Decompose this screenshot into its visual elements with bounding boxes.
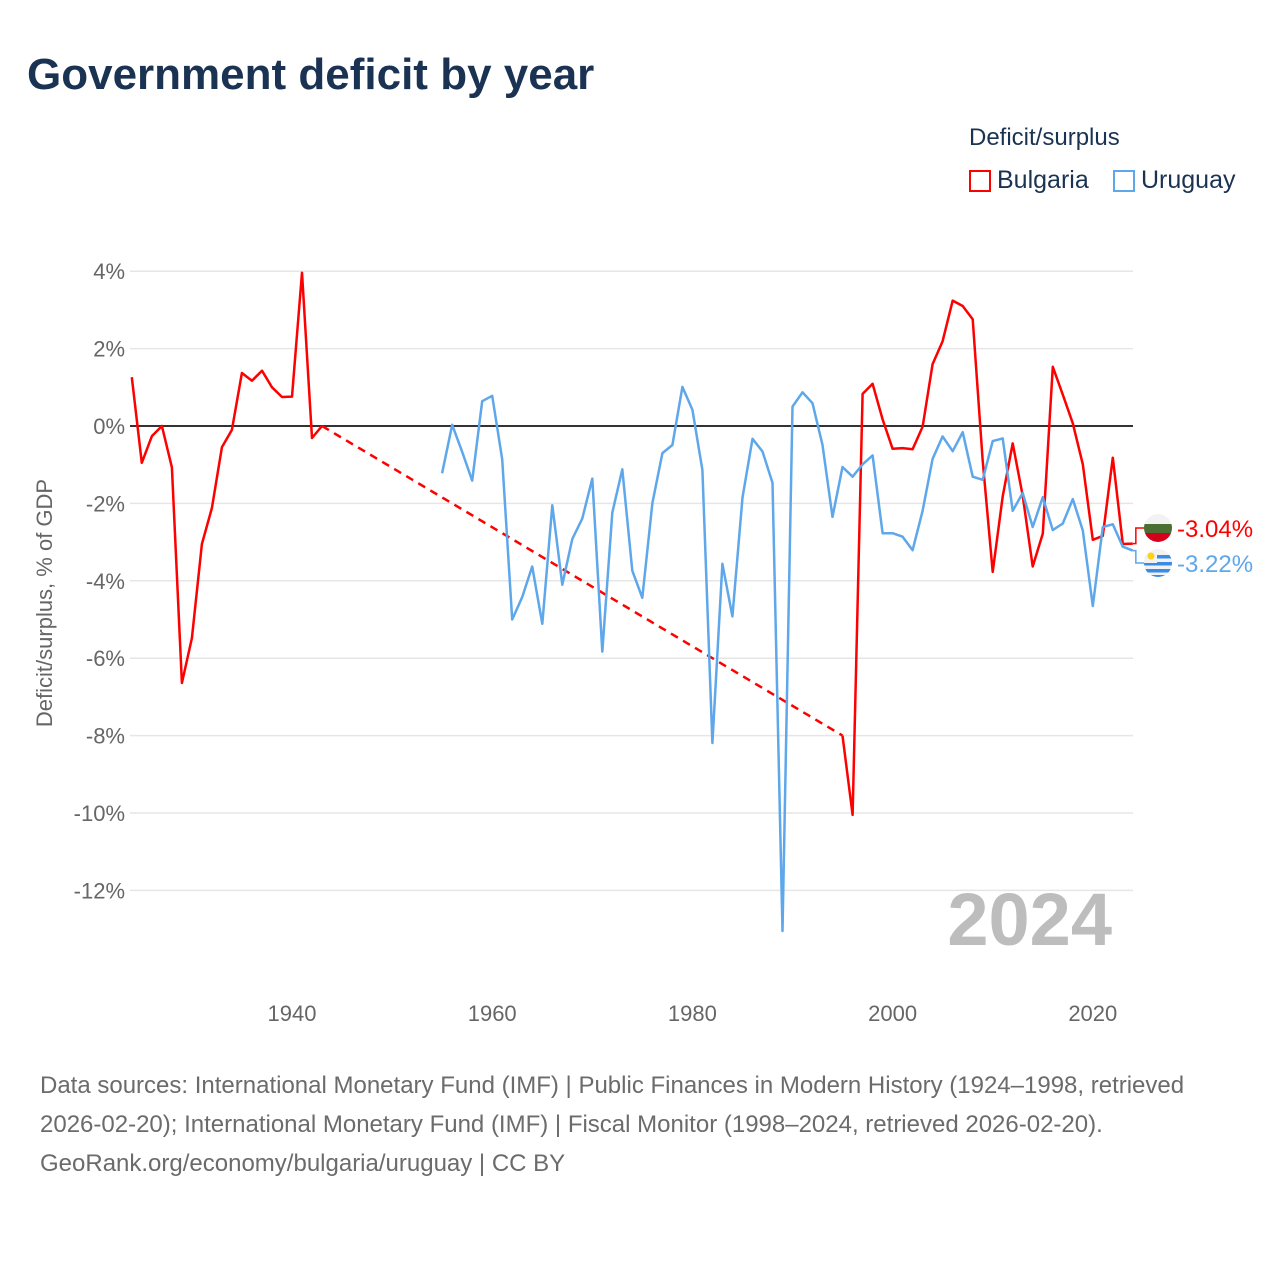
y-tick-label: 2%: [93, 337, 125, 362]
end-label-uruguay: -3.22%: [1177, 551, 1253, 578]
flag-uruguay-icon: [1144, 549, 1172, 577]
data-sources: Data sources: International Monetary Fun…: [40, 1072, 1185, 1138]
legend-title: Deficit/surplus: [969, 124, 1120, 151]
year-watermark: 2024: [947, 878, 1112, 961]
y-tick-label: -2%: [86, 491, 125, 516]
x-tick-label: 2000: [868, 1001, 917, 1026]
legend-item-uruguay[interactable]: Uruguay: [1113, 166, 1236, 195]
end-connector: [1132, 549, 1145, 564]
y-tick-label: -10%: [74, 801, 125, 826]
x-tick-label: 2020: [1068, 1001, 1117, 1026]
legend-swatch-uruguay: [1113, 169, 1135, 192]
footer: Data sources: International Monetary Fun…: [40, 1066, 1240, 1183]
y-axis-label: Deficit/surplus, % of GDP: [32, 479, 57, 727]
end-label-bulgaria: -3.04%: [1177, 516, 1253, 543]
x-tick-label: 1940: [268, 1001, 317, 1026]
flag-bulgaria-icon: [1144, 514, 1172, 542]
y-tick-label: -4%: [86, 569, 125, 594]
legend-label-uruguay: Uruguay: [1141, 166, 1236, 194]
chart-title: Government deficit by year: [27, 50, 595, 99]
y-tick-label: 0%: [93, 414, 125, 439]
y-tick-label: -6%: [86, 646, 125, 671]
y-tick-label: -12%: [74, 878, 125, 903]
series-line-uruguay: [440, 385, 1134, 933]
x-tick-label: 1980: [668, 1001, 717, 1026]
legend-item-bulgaria[interactable]: Bulgaria: [969, 166, 1089, 195]
end-connector: [1132, 527, 1145, 545]
y-tick-label: 4%: [93, 259, 125, 284]
y-tick-label: -8%: [86, 724, 125, 749]
plot-area: 4% 2% 0% -2% -4% -6% -8% -10% -12% 1940 1960 1980 20…: [32, 259, 1253, 1026]
series-gap-bulgaria: [321, 424, 844, 737]
legend-swatch-bulgaria: [969, 169, 991, 192]
legend-label-bulgaria: Bulgaria: [997, 166, 1089, 194]
series-line-bulgaria: [841, 299, 1133, 817]
credit-link[interactable]: GeoRank.org/economy/bulgaria/uruguay | C…: [40, 1150, 566, 1177]
x-tick-label: 1960: [468, 1001, 517, 1026]
series-line-bulgaria: [130, 271, 323, 685]
